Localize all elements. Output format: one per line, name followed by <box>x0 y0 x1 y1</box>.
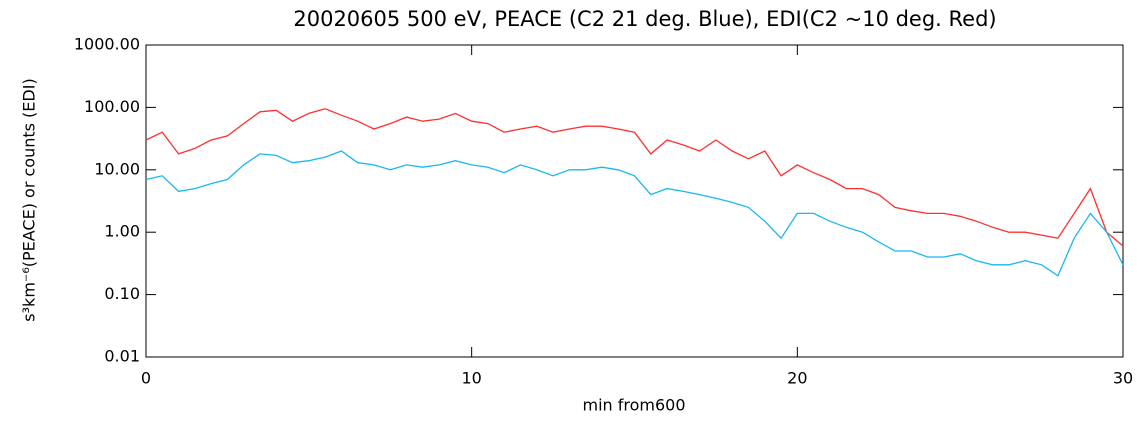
x-tick-label: 20 <box>787 369 807 388</box>
y-tick-label: 10.00 <box>94 159 140 178</box>
y-tick-label: 0.01 <box>104 347 140 366</box>
x-tick-label: 10 <box>461 369 481 388</box>
y-axis-label: s³km⁻⁶(PEACE) or counts (EDI) <box>20 78 39 321</box>
plot-frame <box>145 44 1124 358</box>
data-line <box>145 150 1124 277</box>
x-tick-label: 30 <box>1113 369 1133 388</box>
y-tick-label: 100.00 <box>84 97 140 116</box>
x-axis-label: min from600 <box>582 396 685 415</box>
data-line <box>145 108 1124 247</box>
y-tick-label: 0.10 <box>104 284 140 303</box>
y-tick-label: 1.00 <box>104 222 140 241</box>
x-tick-label: 0 <box>141 369 151 388</box>
chart-title: 20020605 500 eV, PEACE (C2 21 deg. Blue)… <box>293 7 996 31</box>
y-tick-label: 1000.00 <box>74 35 140 54</box>
